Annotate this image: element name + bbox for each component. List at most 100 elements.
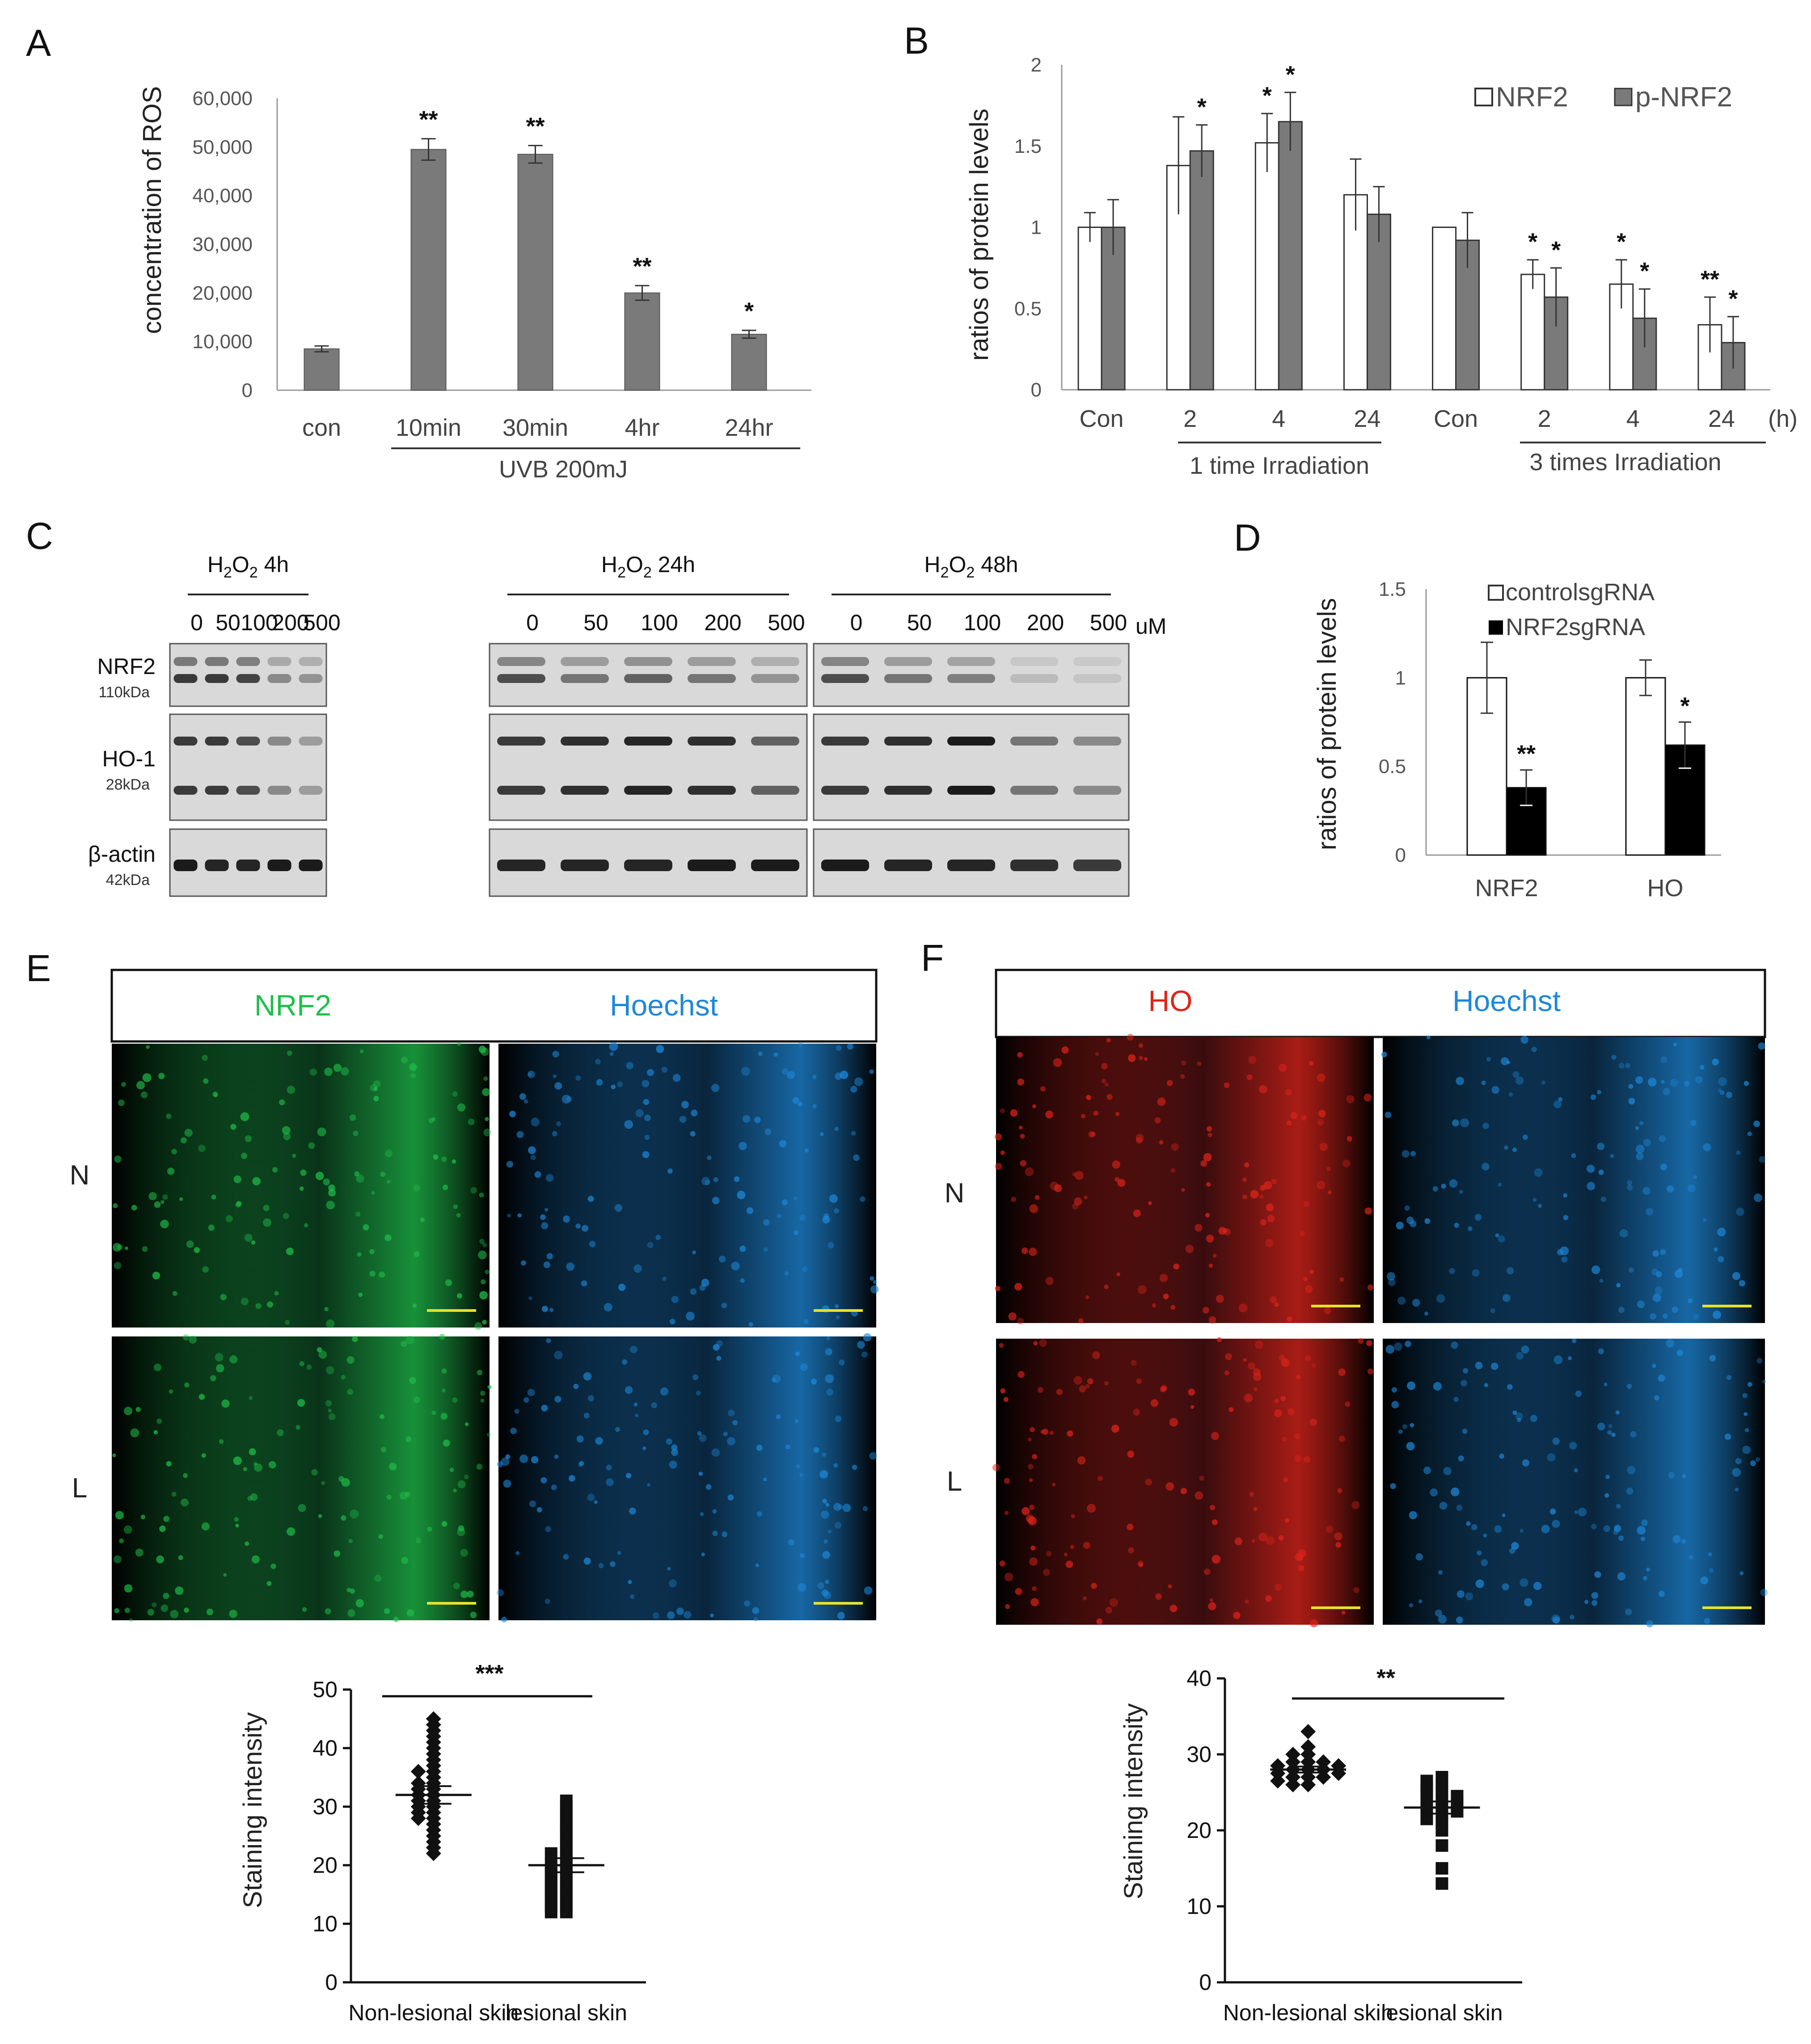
micrograph-dot [1197,1061,1202,1066]
micrograph-dot [755,1563,759,1568]
micrograph-dot [460,1590,468,1598]
micrograph-dot [1453,1397,1459,1402]
micrograph-dot [1280,1395,1286,1401]
micrograph-dot [1689,1555,1693,1559]
micrograph-dot [803,1319,809,1324]
micrograph-dot [154,1201,161,1208]
micrograph-dot [575,1223,581,1229]
panel-f-scatter: Staining intensity 0 10 20 30 40 Non-lesional… [1119,1665,1522,2025]
micrograph-dot [1714,1247,1718,1252]
micrograph-dot [1498,1235,1505,1243]
micrograph-dot [233,1456,242,1465]
micrograph-dot [1538,1204,1542,1208]
micrograph-dot [1495,1233,1499,1238]
micrograph-dot [1587,1182,1596,1191]
micrograph-dot [545,1526,551,1532]
micrograph-dot [1520,1036,1528,1044]
micrograph-dot [825,1348,832,1356]
micrograph-dot [1319,1142,1328,1151]
micrograph-dot [146,1045,150,1049]
micrograph-dot [1260,1219,1266,1226]
micrograph-dot [1020,1160,1027,1167]
Escatter-ytick: 30 [312,1794,338,1819]
micrograph-dot [131,1205,137,1211]
micrograph-dot [1652,1294,1661,1302]
panel-a-ytick: 30,000 [192,234,253,256]
micrograph-dot [458,1525,464,1532]
micrograph-dot [671,1444,678,1451]
micrograph-dot [433,1154,439,1160]
micrograph-dot [776,1414,781,1419]
micrograph-dot [357,1252,362,1257]
micrograph-dot [1258,1533,1267,1542]
Fscatter-point-square [1435,1839,1448,1852]
micrograph-dot [527,1070,535,1079]
panel-c-band [561,737,609,746]
panel-c-band [1010,674,1059,683]
micrograph-dot [235,1523,239,1528]
micrograph-dot [995,1163,1002,1170]
Escatter-point-square [560,1905,573,1918]
panel-c-band [267,674,291,683]
micrograph-dot [829,1194,838,1203]
micrograph-dot [152,1272,160,1280]
micrograph-dot [686,1311,695,1321]
micrograph-dot [643,1429,649,1436]
micrograph-dot [746,1207,754,1214]
micrograph-dot [476,1463,483,1470]
micrograph-dot [1298,1555,1304,1561]
micrograph-dot [531,1456,539,1463]
micrograph-dot [378,1534,383,1539]
micrograph-dot [628,1580,632,1585]
micrograph-dot [1216,1294,1224,1303]
micrograph-dot [175,1586,184,1595]
micrograph-dot [1085,1295,1089,1299]
Fscatter-point-diamond [1285,1777,1301,1792]
micrograph-dot [482,1088,490,1096]
panel-a-bar [624,292,660,391]
micrograph-dot [427,1526,432,1532]
panel-c-dose: 0 [850,610,863,635]
micrograph-dot [1309,1418,1317,1426]
micrograph-dot [1117,1179,1126,1187]
micrograph-dot [528,1072,532,1076]
micrograph-dot [1703,1143,1711,1151]
micrograph-dot [696,1391,701,1396]
micrograph-dot [1145,1479,1152,1486]
micrograph-dot [255,1303,262,1309]
micrograph-dot [999,1560,1005,1567]
micrograph-dot [1000,1388,1006,1394]
micrograph-dot [220,1294,227,1301]
panel-d-sig: ** [1517,741,1536,767]
micrograph-dot [1364,1207,1372,1215]
legend-swatch-p-nrf2 [1614,88,1633,106]
panel-c-label: C [26,515,53,557]
micrograph-dot [744,1600,750,1607]
micrograph-dot [172,1291,177,1296]
micrograph-dot [442,1388,446,1393]
panel-a-bar [410,149,447,391]
micrograph-dot [243,1467,247,1471]
micrograph-dot [728,1409,735,1417]
micrograph-dot [1626,1488,1634,1495]
micrograph-dot [740,1278,745,1283]
micrograph-dot [1087,1378,1093,1385]
micrograph-dot [573,1383,579,1389]
micrograph-dot [1481,1559,1488,1566]
panel-c-band [561,674,609,683]
micrograph-dot [1578,1508,1587,1517]
micrograph-dot [587,1493,595,1501]
micrograph-dot [544,1208,549,1212]
micrograph-dot [1105,1606,1113,1614]
micrograph-dot [1347,1136,1352,1142]
micrograph-dot [203,1078,209,1084]
micrograph-dot [646,1069,654,1076]
micrograph-dot [355,1599,364,1607]
legend-label-nrf2: NRF2 [1496,82,1568,113]
micrograph-dot [834,1126,839,1131]
micrograph-dot [821,1589,829,1597]
micrograph-dot [700,1512,704,1516]
micrograph-dot [862,1506,868,1511]
micrograph-dot [1477,1550,1482,1555]
micrograph-dot [1029,1204,1038,1213]
